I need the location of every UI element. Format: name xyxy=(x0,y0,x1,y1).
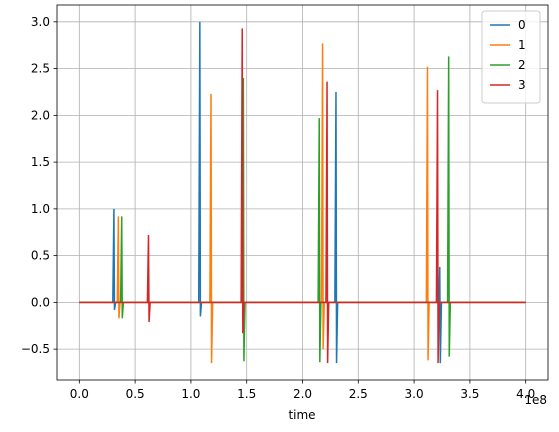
x-axis-label: time xyxy=(288,408,315,422)
y-tick-label: 1.0 xyxy=(31,202,50,216)
y-tick-label: 3.0 xyxy=(31,15,50,29)
x-tick-label: 0.0 xyxy=(70,387,89,401)
x-tick-label: 2.5 xyxy=(349,387,368,401)
x-tick-label: 0.5 xyxy=(126,387,145,401)
legend-box xyxy=(481,10,541,104)
legend-label: 1 xyxy=(518,38,526,52)
x-tick-label: 2.0 xyxy=(293,387,312,401)
x-offset-label: 1e8 xyxy=(524,393,547,407)
y-tick-label: 2.0 xyxy=(31,108,50,122)
y-tick-label: 0.0 xyxy=(31,295,50,309)
series-line xyxy=(79,28,526,364)
axes-frame xyxy=(56,4,549,381)
y-tick-label: 2.5 xyxy=(31,62,50,76)
y-tick-label: 1.5 xyxy=(31,155,50,169)
x-tick-label: 1.0 xyxy=(181,387,200,401)
x-tick-label: 1.5 xyxy=(237,387,256,401)
legend-label: 0 xyxy=(518,18,526,32)
legend-label: 2 xyxy=(518,58,526,72)
y-tick-label: −0.5 xyxy=(21,342,50,356)
x-tick-label: 4.0 xyxy=(516,387,535,401)
x-tick-label: 3.0 xyxy=(405,387,424,401)
legend-label: 3 xyxy=(518,78,526,92)
y-tick-label: 0.5 xyxy=(31,249,50,263)
x-tick-label: 3.5 xyxy=(460,387,479,401)
